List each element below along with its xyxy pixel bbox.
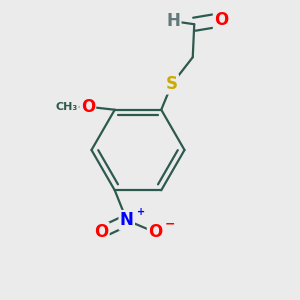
- Text: O: O: [81, 98, 95, 116]
- Text: CH₃: CH₃: [56, 102, 78, 112]
- Text: O: O: [214, 11, 228, 29]
- Text: O: O: [148, 223, 162, 241]
- Text: S: S: [166, 75, 178, 93]
- Text: O: O: [94, 223, 108, 241]
- Text: H: H: [166, 12, 180, 30]
- Text: −: −: [164, 218, 175, 230]
- Text: N: N: [120, 211, 134, 229]
- Text: +: +: [137, 207, 145, 217]
